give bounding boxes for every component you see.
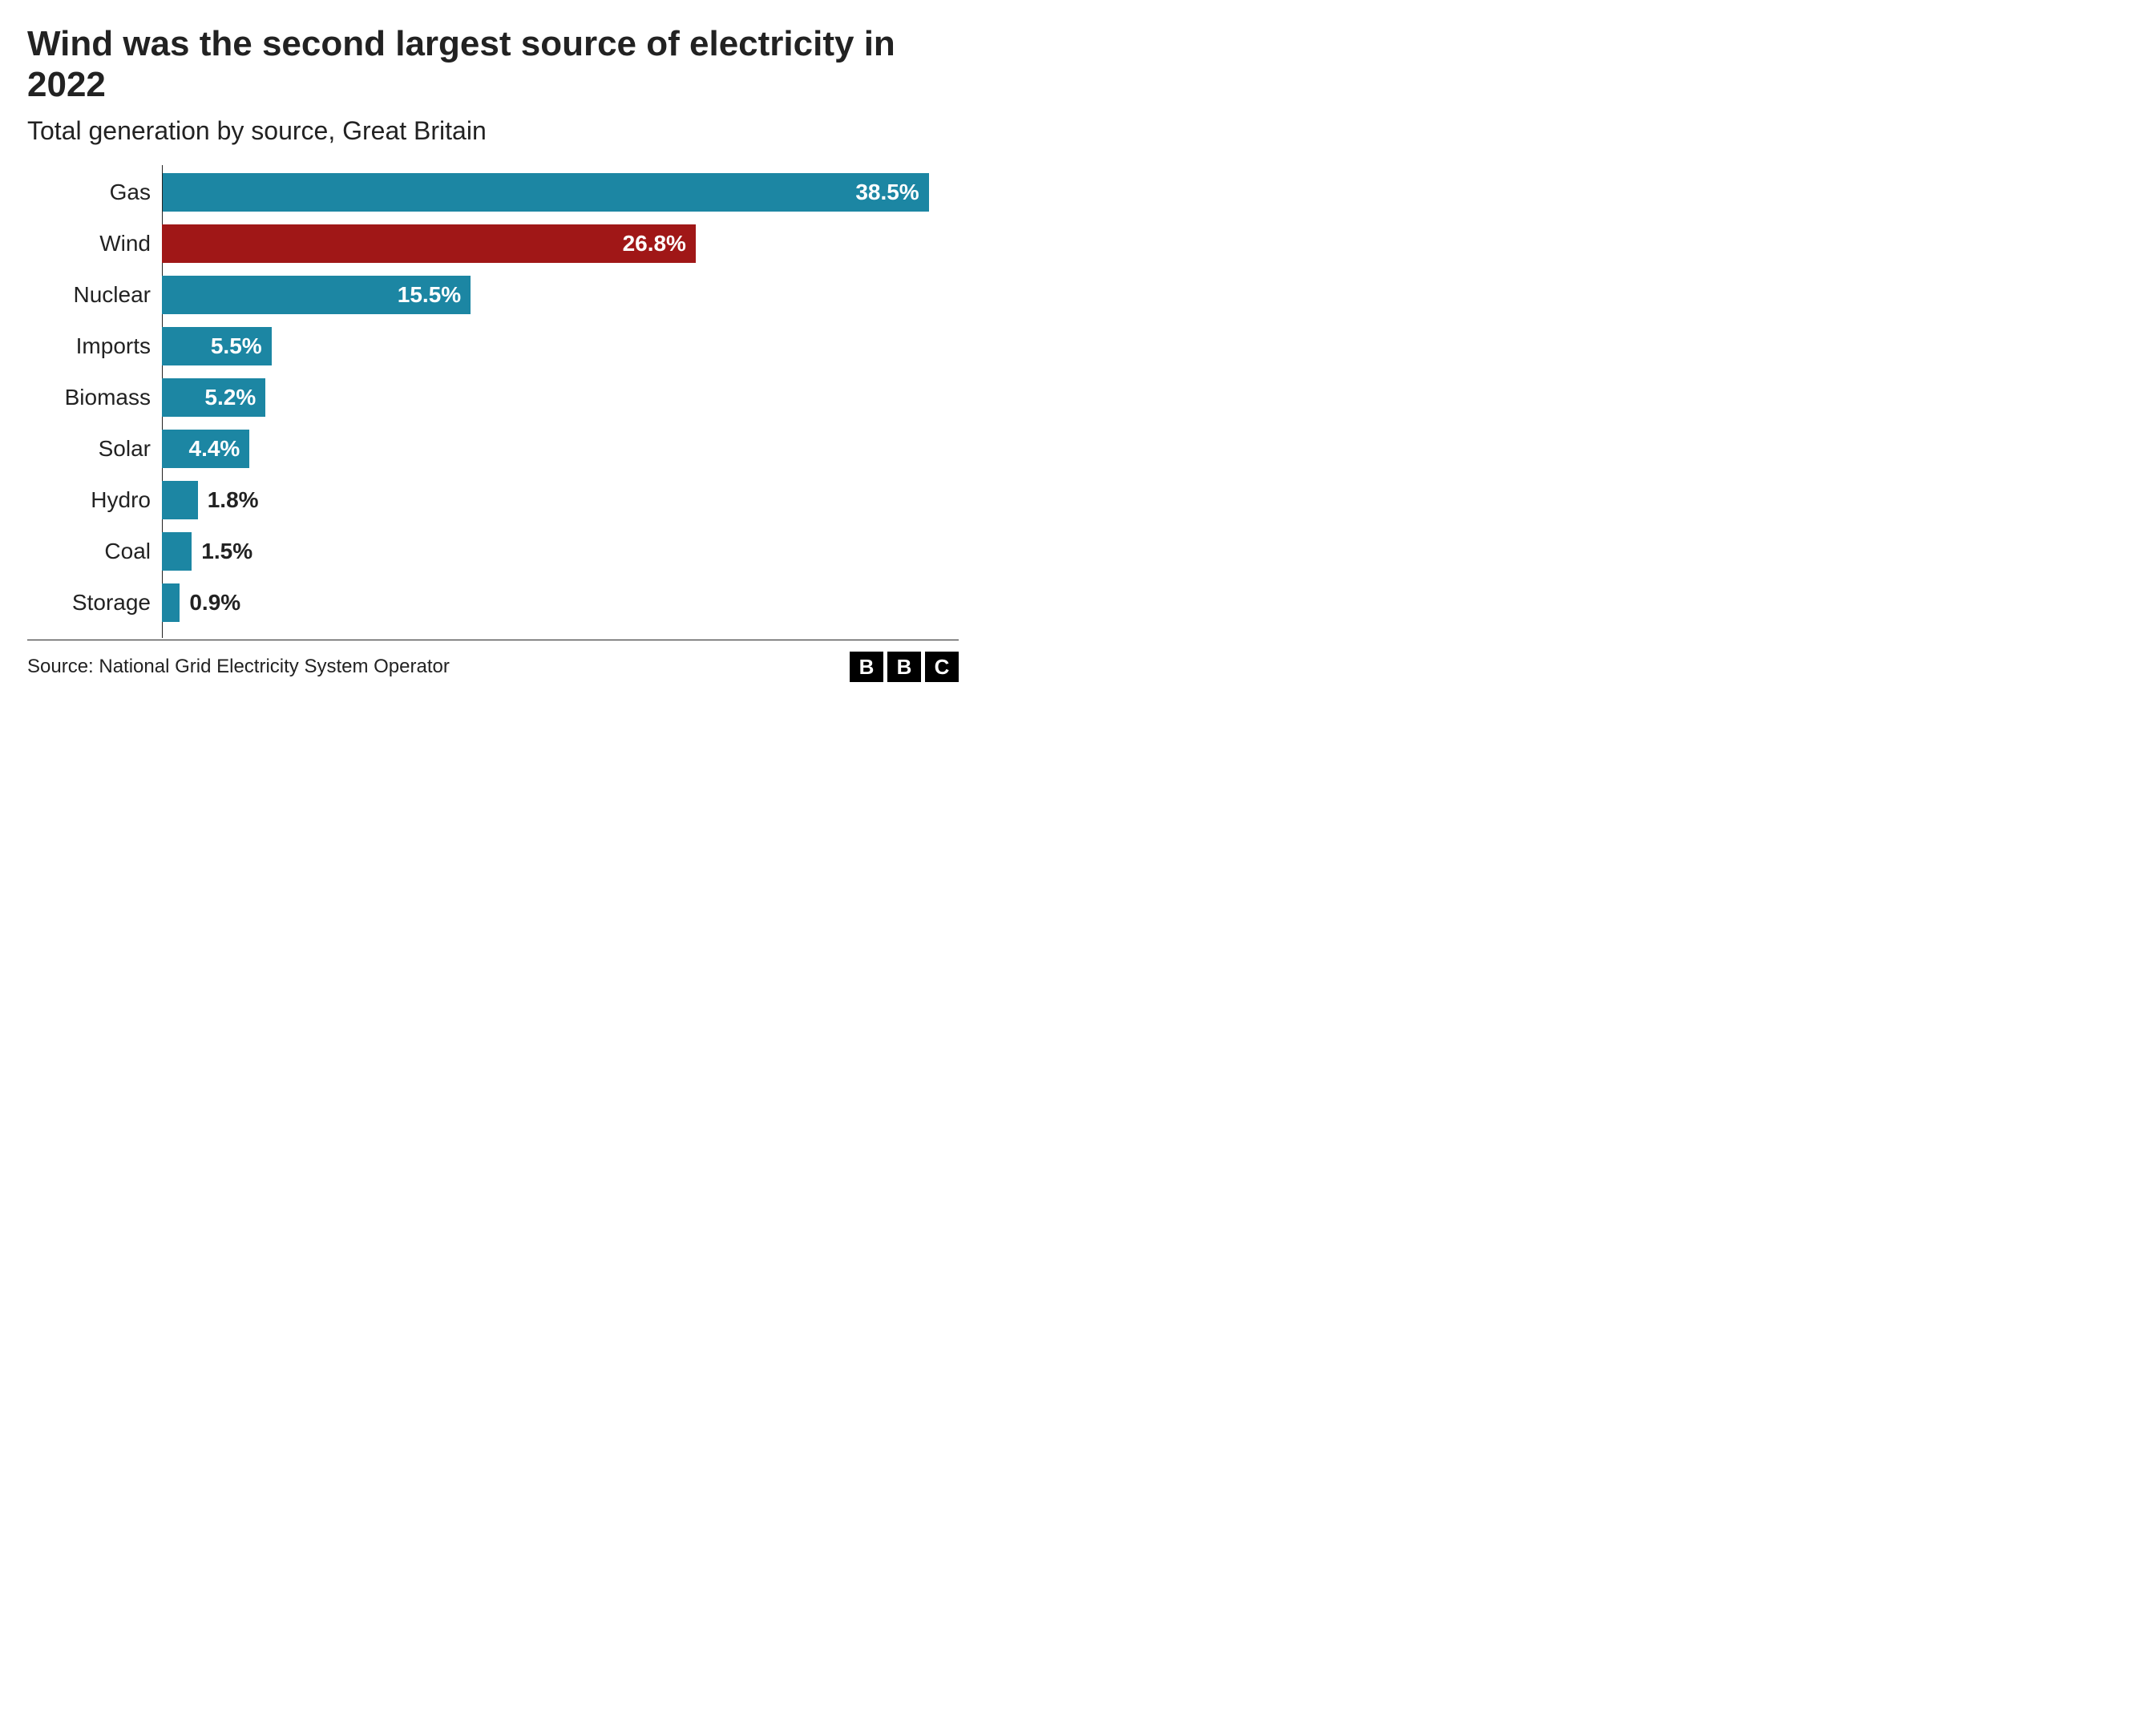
bar-fill: 4.4% (162, 430, 249, 468)
bar-value: 4.4% (189, 436, 240, 462)
bar-fill (162, 583, 180, 622)
bar-fill (162, 481, 198, 519)
bar-category-label: Hydro (27, 487, 162, 513)
bar-value: 26.8% (623, 231, 686, 256)
bar-track: 26.8% (162, 218, 959, 269)
bbc-logo-block: B (887, 652, 921, 682)
bar-category-label: Solar (27, 436, 162, 462)
bar-category-label: Coal (27, 539, 162, 564)
bar-fill (162, 532, 192, 571)
bar-row: Storage 0.9% (27, 577, 959, 628)
bar-fill: 26.8% (162, 224, 696, 263)
bar-chart: Gas 38.5% Wind 26.8% Nuclear 15.5% Imports 5.5%… (27, 167, 959, 628)
bar-track: 38.5% (162, 167, 959, 218)
bar-row: Wind 26.8% (27, 218, 959, 269)
bar-track: 1.8% (162, 474, 959, 526)
bar-value: 5.5% (211, 333, 262, 359)
bar-row: Coal 1.5% (27, 526, 959, 577)
bar-value: 15.5% (398, 282, 461, 308)
bbc-logo-block: B (850, 652, 883, 682)
bar-track: 15.5% (162, 269, 959, 321)
bar-category-label: Nuclear (27, 282, 162, 308)
bar-fill: 38.5% (162, 173, 929, 212)
bar-track: 1.5% (162, 526, 959, 577)
bbc-logo-block: C (925, 652, 959, 682)
chart-subtitle: Total generation by source, Great Britai… (27, 116, 959, 146)
bar-fill: 15.5% (162, 276, 471, 314)
source-text: Source: National Grid Electricity System… (27, 656, 450, 678)
chart-container: Wind was the second largest source of el… (0, 0, 986, 701)
bar-value: 38.5% (855, 180, 919, 205)
bar-track: 4.4% (162, 423, 959, 474)
bbc-logo: BBC (850, 652, 959, 682)
bar-track: 5.2% (162, 372, 959, 423)
bar-value: 1.8% (208, 487, 259, 513)
bar-row: Solar 4.4% (27, 423, 959, 474)
bar-fill: 5.5% (162, 327, 272, 365)
bar-row: Hydro 1.8% (27, 474, 959, 526)
bar-category-label: Imports (27, 333, 162, 359)
bar-row: Nuclear 15.5% (27, 269, 959, 321)
bar-row: Imports 5.5% (27, 321, 959, 372)
chart-footer: Source: National Grid Electricity System… (27, 640, 959, 682)
chart-title: Wind was the second largest source of el… (27, 24, 959, 105)
bar-track: 0.9% (162, 577, 959, 628)
bar-value: 5.2% (204, 385, 256, 410)
bar-value: 1.5% (201, 539, 252, 564)
bar-row: Biomass 5.2% (27, 372, 959, 423)
bar-value: 0.9% (189, 590, 240, 616)
bar-row: Gas 38.5% (27, 167, 959, 218)
bar-track: 5.5% (162, 321, 959, 372)
bar-category-label: Biomass (27, 385, 162, 410)
bar-fill: 5.2% (162, 378, 265, 417)
bar-category-label: Wind (27, 231, 162, 256)
bar-category-label: Gas (27, 180, 162, 205)
bar-category-label: Storage (27, 590, 162, 616)
